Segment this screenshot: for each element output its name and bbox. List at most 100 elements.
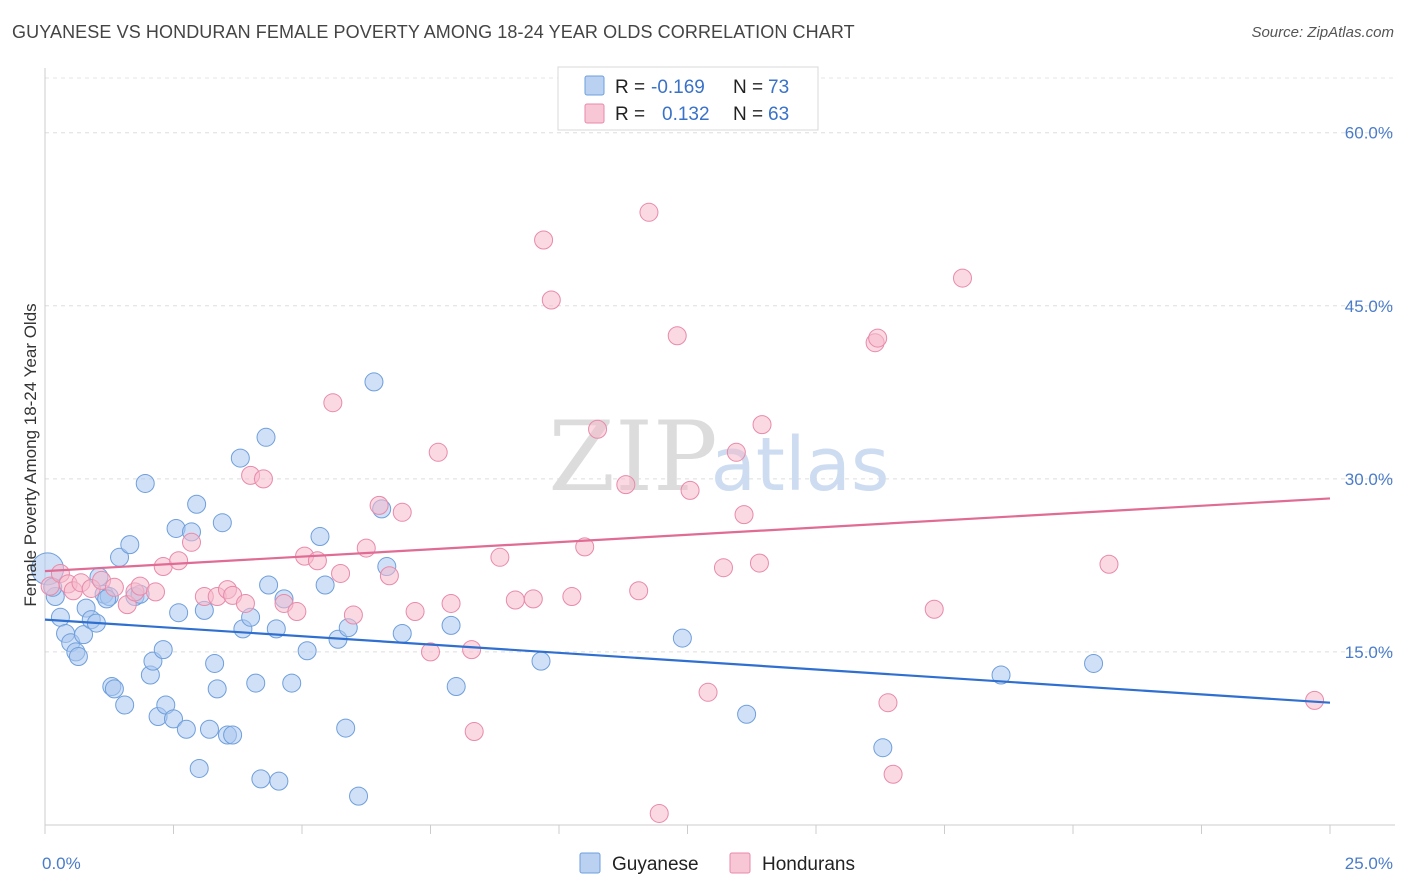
hondurans-point-19 [235, 593, 255, 613]
hondurans-point-48 [629, 581, 649, 601]
guyanese-point-66 [672, 628, 692, 648]
guyanese-point-6 [68, 647, 88, 667]
hondurans-point-50 [649, 803, 669, 823]
guyanese-point-67 [737, 704, 757, 724]
guyanese-point-44 [246, 673, 266, 693]
tick-labels: 15.0% 30.0% 45.0% 60.0% 0.0% 25.0% [42, 124, 1393, 873]
guyanese-point-68 [873, 738, 893, 758]
legend-swatch-guyanese-bottom [579, 852, 601, 874]
hondurans-point-23 [287, 602, 307, 622]
hondurans-point-63 [924, 599, 944, 619]
chart-title: GUYANESE VS HONDURAN FEMALE POVERTY AMON… [12, 22, 855, 42]
hondurans-point-27 [331, 563, 351, 583]
guyanese-point-56 [336, 718, 356, 738]
guyanese-point-59 [364, 372, 384, 392]
guyanese-point-15 [104, 679, 124, 699]
axes [44, 68, 1395, 834]
guyanese-point-27 [164, 709, 183, 729]
guyanese-point-69 [991, 665, 1011, 685]
hondurans-point-26 [323, 393, 343, 413]
hondurans-point-32 [392, 502, 412, 522]
watermark: ZIP atlas [548, 401, 889, 513]
guyanese-point-36 [205, 653, 225, 673]
hondurans-point-61 [878, 693, 898, 713]
guyanese-trend-line [44, 618, 1331, 704]
guyanese-point-7 [74, 625, 94, 645]
legend-n-label-a: N = [733, 77, 763, 98]
legend-r-value-a: -0.169 [651, 77, 705, 98]
guyanese-point-25 [153, 640, 173, 660]
hondurans-point-13 [169, 551, 189, 571]
trend-lines [44, 497, 1331, 704]
legend-swatch-hondurans [584, 103, 605, 124]
hondurans-point-21 [253, 469, 273, 489]
bottom-legend: Guyanese Hondurans [579, 852, 855, 875]
y-tick-label-0: 15.0% [1345, 643, 1393, 662]
hondurans-point-46 [588, 419, 608, 439]
guyanese-point-63 [441, 615, 461, 635]
y-axis-label: Female Poverty Among 18-24 Year Olds [21, 303, 40, 606]
guyanese-point-64 [446, 677, 466, 697]
legend-r-label-a: R = [615, 77, 645, 98]
guyanese-point-35 [199, 719, 219, 739]
hondurans-point-39 [490, 547, 510, 567]
top-legend: R = -0.169 N = 73 R = 0.132 N = 63 [557, 66, 819, 131]
guyanese-point-40 [223, 725, 243, 745]
hondurans-point-31 [379, 566, 399, 586]
guyanese-point-17 [115, 695, 135, 715]
hondurans-point-44 [562, 587, 582, 607]
guyanese-point-18 [120, 535, 140, 555]
hondurans-point-40 [505, 590, 525, 610]
hondurans-point-36 [441, 593, 461, 613]
guyanese-point-52 [297, 641, 317, 661]
hondurans-point-53 [698, 682, 718, 702]
legend-label-guyanese: Guyanese [612, 854, 699, 875]
hondurans-point-35 [428, 442, 448, 462]
legend-label-hondurans: Hondurans [762, 854, 855, 875]
hondurans-point-62 [883, 764, 903, 784]
hondurans-point-30 [369, 495, 389, 515]
guyanese-point-62 [392, 623, 412, 643]
hondurans-point-49 [639, 202, 659, 222]
guyanese-point-2 [50, 607, 70, 627]
hondurans-point-38 [464, 722, 484, 742]
watermark-atlas: atlas [711, 422, 890, 508]
guyanese-point-28 [166, 518, 186, 538]
legend-r-label-b: R = [615, 104, 645, 125]
guyanese-point-54 [315, 575, 335, 595]
guyanese-point-21 [135, 473, 155, 493]
hondurans-point-57 [749, 553, 769, 573]
guyanese-point-38 [212, 513, 232, 533]
legend-n-value-b: 63 [768, 104, 789, 125]
hondurans-point-7 [104, 577, 124, 597]
hondurans-point-58 [752, 415, 772, 435]
hondurans-point-52 [680, 480, 700, 500]
hondurans-point-42 [534, 230, 554, 250]
guyanese-point-46 [256, 427, 276, 447]
hondurans-point-64 [952, 268, 972, 288]
guyanese-point-41 [230, 448, 250, 468]
guyanese-point-37 [207, 679, 227, 699]
guyanese-point-29 [169, 603, 189, 623]
y-tick-label-3: 60.0% [1345, 124, 1393, 143]
guyanese-point-70 [1084, 653, 1104, 673]
legend-n-value-a: 73 [768, 77, 789, 98]
guyanese-point-30 [176, 719, 196, 739]
chart-source: Source: ZipAtlas.com [1251, 24, 1394, 41]
hondurans-trend-line [44, 497, 1331, 573]
guyanese-point-49 [269, 771, 289, 791]
hondurans-point-56 [734, 505, 754, 525]
x-tick-label-1: 25.0% [1345, 854, 1393, 873]
guyanese-points [31, 372, 1104, 806]
guyanese-point-51 [282, 673, 302, 693]
hondurans-point-47 [616, 475, 636, 495]
legend-n-label-b: N = [733, 104, 763, 125]
hondurans-point-60 [868, 328, 888, 348]
hondurans-point-37 [462, 640, 482, 660]
y-tick-label-2: 45.0% [1345, 297, 1393, 316]
x-tick-label-0: 0.0% [42, 854, 81, 873]
legend-swatch-guyanese [584, 75, 605, 96]
hondurans-point-33 [405, 602, 425, 622]
hondurans-point-11 [146, 582, 166, 602]
guyanese-point-33 [189, 758, 209, 778]
